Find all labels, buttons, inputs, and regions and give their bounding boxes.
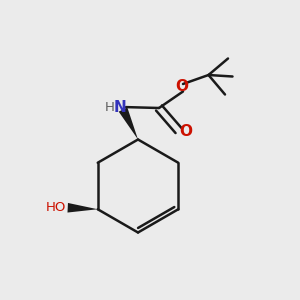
Text: O: O	[175, 79, 188, 94]
Text: O: O	[179, 124, 193, 140]
Text: HO: HO	[46, 201, 66, 214]
Polygon shape	[68, 203, 98, 212]
Text: H: H	[105, 100, 114, 114]
Text: N: N	[114, 100, 126, 115]
Polygon shape	[119, 107, 138, 140]
